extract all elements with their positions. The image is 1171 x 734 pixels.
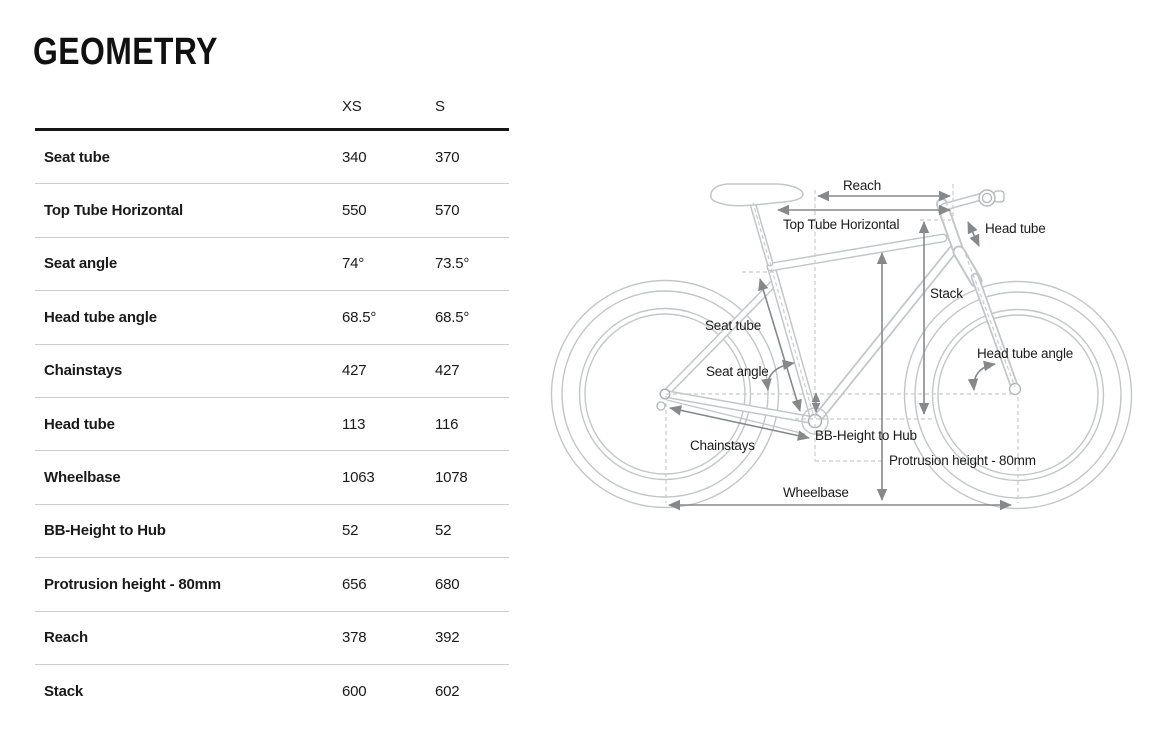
seat-angle-label: Seat angle — [706, 364, 769, 379]
bb-height-to-hub-label: BB-Height to Hub — [815, 428, 917, 443]
column-header-s: S — [435, 98, 445, 115]
row-value-xs: 68.5° — [342, 308, 377, 326]
table-header-row: XS S — [35, 85, 509, 131]
row-value-s: 370 — [435, 148, 460, 166]
saddle — [710, 183, 804, 207]
row-value-xs: 378 — [342, 629, 367, 647]
row-label: Head tube angle — [44, 308, 157, 326]
row-value-xs: 1063 — [342, 469, 375, 487]
row-label: Seat tube — [44, 148, 110, 166]
row-label: Reach — [44, 629, 89, 647]
row-label: Protrusion height - 80mm — [44, 575, 221, 593]
head-tube-angle-label: Head tube angle — [977, 346, 1073, 361]
row-label: Wheelbase — [44, 469, 121, 487]
fork-dropout — [1008, 382, 1022, 396]
page-title: GEOMETRY — [33, 31, 218, 73]
row-label: Top Tube Horizontal — [44, 202, 183, 220]
steering-axis-guide — [945, 201, 1016, 388]
row-value-xs: 113 — [342, 415, 366, 433]
seat-tube-label: Seat tube — [705, 318, 761, 333]
chainstays-arrow — [669, 405, 810, 441]
table-row: Top Tube Horizontal 550 570 — [35, 184, 509, 238]
row-label: Seat angle — [44, 255, 118, 273]
row-value-s: 427 — [435, 362, 460, 380]
handlebar-grip — [978, 189, 1005, 207]
dashed-guides — [665, 184, 1019, 503]
row-value-xs: 600 — [342, 683, 367, 701]
dimension-arrows — [668, 190, 1012, 511]
head-tube-angle-arc — [967, 360, 996, 391]
row-value-s: 116 — [435, 415, 459, 433]
row-value-xs: 550 — [342, 202, 367, 220]
chainstays-label: Chainstays — [690, 438, 755, 453]
table-row: Wheelbase 1063 1078 — [35, 451, 509, 505]
row-label: BB-Height to Hub — [44, 522, 166, 540]
table-row: BB-Height to Hub 52 52 — [35, 505, 509, 559]
row-value-xs: 340 — [342, 148, 367, 166]
row-value-s: 680 — [435, 575, 460, 593]
head-tube-label: Head tube — [985, 221, 1046, 236]
table-row: Head tube angle 68.5° 68.5° — [35, 291, 509, 345]
row-value-s: 1078 — [435, 469, 468, 487]
head-tube-arrow — [967, 221, 980, 247]
table-row: Stack 600 602 — [35, 665, 509, 718]
row-value-xs: 74° — [342, 255, 365, 273]
wheelbase-label: Wheelbase — [783, 485, 849, 500]
row-value-s: 68.5° — [435, 308, 470, 326]
table-row: Seat tube 340 370 — [35, 131, 509, 185]
table-row: Head tube 113 116 — [35, 398, 509, 452]
row-label: Chainstays — [44, 362, 123, 380]
row-value-xs: 427 — [342, 362, 367, 380]
row-value-xs: 656 — [342, 575, 367, 593]
top-tube-horizontal-label: Top Tube Horizontal — [783, 217, 899, 232]
row-label: Stack — [44, 683, 84, 701]
stack-label: Stack — [930, 286, 963, 301]
reach-label: Reach — [843, 178, 881, 193]
seat-angle-arc — [761, 359, 795, 391]
table-row: Chainstays 427 427 — [35, 345, 509, 398]
bike-frame — [662, 193, 1020, 435]
row-label: Head tube — [44, 415, 115, 433]
row-value-s: 570 — [435, 202, 460, 220]
table-row: Reach 378 392 — [35, 612, 509, 665]
column-header-xs: XS — [342, 98, 362, 115]
geometry-table: XS S Seat tube 340 370 Top Tube Horizont… — [35, 85, 509, 718]
row-value-xs: 52 — [342, 522, 359, 540]
row-value-s: 392 — [435, 629, 460, 647]
rear-derailleur — [656, 401, 666, 411]
table-row: Protrusion height - 80mm 656 680 — [35, 558, 509, 612]
row-value-s: 52 — [435, 522, 452, 540]
table-row: Seat angle 74° 73.5° — [35, 238, 509, 292]
seat-tube-axis-guide — [752, 202, 814, 415]
row-value-s: 602 — [435, 683, 460, 701]
protrusion-height-label: Protrusion height - 80mm — [889, 453, 1036, 468]
diagram-labels: Reach Top Tube Horizontal Head tube Stac… — [690, 178, 1073, 500]
row-value-s: 73.5° — [435, 255, 470, 273]
